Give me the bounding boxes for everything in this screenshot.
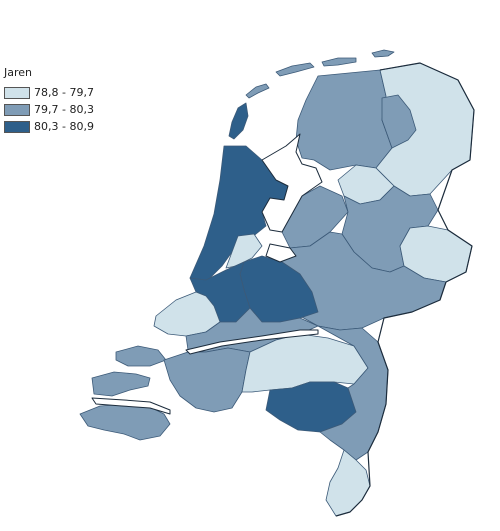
legend-swatch [4, 103, 30, 116]
island-vlieland [245, 83, 270, 99]
region-limburg-zuid [325, 449, 371, 517]
region-friesland [295, 69, 393, 171]
national-border [335, 62, 475, 517]
island-ameland [321, 57, 357, 67]
island-terschelling [275, 62, 315, 77]
westerschelde [91, 397, 171, 415]
region-zeeland [79, 345, 171, 441]
legend-title: Jaren [4, 66, 33, 79]
river-waal [185, 329, 319, 355]
ijsselmeer [261, 133, 323, 233]
legend-label: 78,8 - 79,7 [34, 86, 94, 99]
legend-item: 80,3 - 80,9 [4, 118, 94, 135]
island-schiermonnikoog [371, 49, 395, 58]
region-groningen-west [381, 94, 417, 149]
map-legend: Jaren 78,8 - 79,7 79,7 - 80,3 80,3 - 80,… [4, 66, 94, 135]
region-west-brabant [163, 347, 251, 413]
legend-label: 80,3 - 80,9 [34, 120, 94, 133]
island-texel [228, 102, 249, 140]
legend-item: 78,8 - 79,7 [4, 84, 94, 101]
legend-swatch [4, 86, 30, 99]
legend-label: 79,7 - 80,3 [34, 103, 94, 116]
legend-item: 79,7 - 80,3 [4, 101, 94, 118]
markermeer-strip [265, 243, 297, 263]
legend-swatch [4, 120, 30, 133]
